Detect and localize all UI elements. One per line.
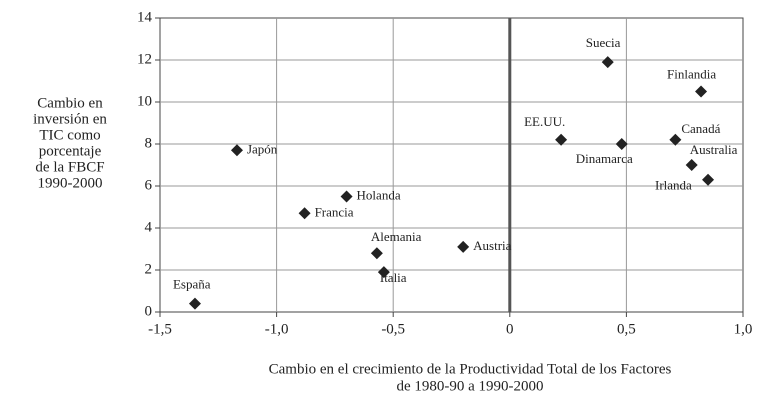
- point-label: Holanda: [357, 187, 401, 202]
- point: [685, 159, 698, 171]
- point: [188, 297, 201, 310]
- point: [230, 144, 243, 157]
- x-tick-label: 0,5: [617, 321, 636, 337]
- x-tick-label: -0,5: [381, 321, 405, 337]
- point-label: Austria: [473, 238, 512, 253]
- point-label: Dinamarca: [576, 151, 633, 166]
- x-tick-label: -1,5: [148, 321, 172, 337]
- point-label: Australia: [690, 142, 738, 157]
- point: [340, 190, 353, 203]
- y-tick-label: 14: [137, 9, 153, 25]
- x-tick-label: 0: [506, 321, 514, 337]
- point-label: EE.UU.: [524, 114, 565, 129]
- y-axis-label: de la FBCF: [35, 159, 104, 175]
- point: [695, 85, 708, 98]
- x-tick-label: -1,0: [265, 321, 289, 337]
- point: [669, 133, 682, 146]
- point-label: Canadá: [681, 121, 720, 136]
- y-tick-label: 2: [145, 261, 153, 277]
- point: [377, 266, 390, 279]
- point-label: Finlandia: [667, 66, 716, 81]
- point-label: Irlanda: [655, 178, 692, 193]
- y-axis-label: Cambio en: [37, 95, 103, 111]
- point: [555, 133, 568, 146]
- point-label: Suecia: [586, 35, 621, 50]
- point-label: Alemania: [371, 229, 422, 244]
- point: [601, 56, 614, 69]
- y-axis-label: inversión en: [33, 111, 107, 127]
- y-tick-label: 0: [145, 303, 153, 319]
- y-tick-label: 12: [137, 51, 152, 67]
- y-tick-label: 4: [145, 219, 153, 235]
- x-tick-label: 1,0: [734, 321, 753, 337]
- plot-area: [159, 17, 744, 313]
- point-label: Italia: [380, 270, 407, 285]
- y-tick-label: 8: [145, 135, 153, 151]
- x-axis-label: de 1980-90 a 1990-2000: [396, 378, 543, 394]
- y-axis-label: TIC como: [39, 127, 100, 143]
- point: [457, 240, 470, 253]
- point: [615, 138, 628, 150]
- point-label: España: [173, 277, 211, 292]
- y-tick-label: 6: [145, 177, 153, 193]
- point: [298, 207, 311, 220]
- point-label: Francia: [315, 204, 354, 219]
- y-tick-label: 10: [137, 93, 152, 109]
- point: [702, 173, 715, 186]
- point: [370, 247, 383, 260]
- y-axis-label: porcentaje: [39, 143, 102, 159]
- y-axis-label: 1990-2000: [38, 175, 103, 191]
- point-label: Japón: [247, 141, 278, 156]
- x-axis-label: Cambio en el crecimiento de la Productiv…: [269, 361, 672, 377]
